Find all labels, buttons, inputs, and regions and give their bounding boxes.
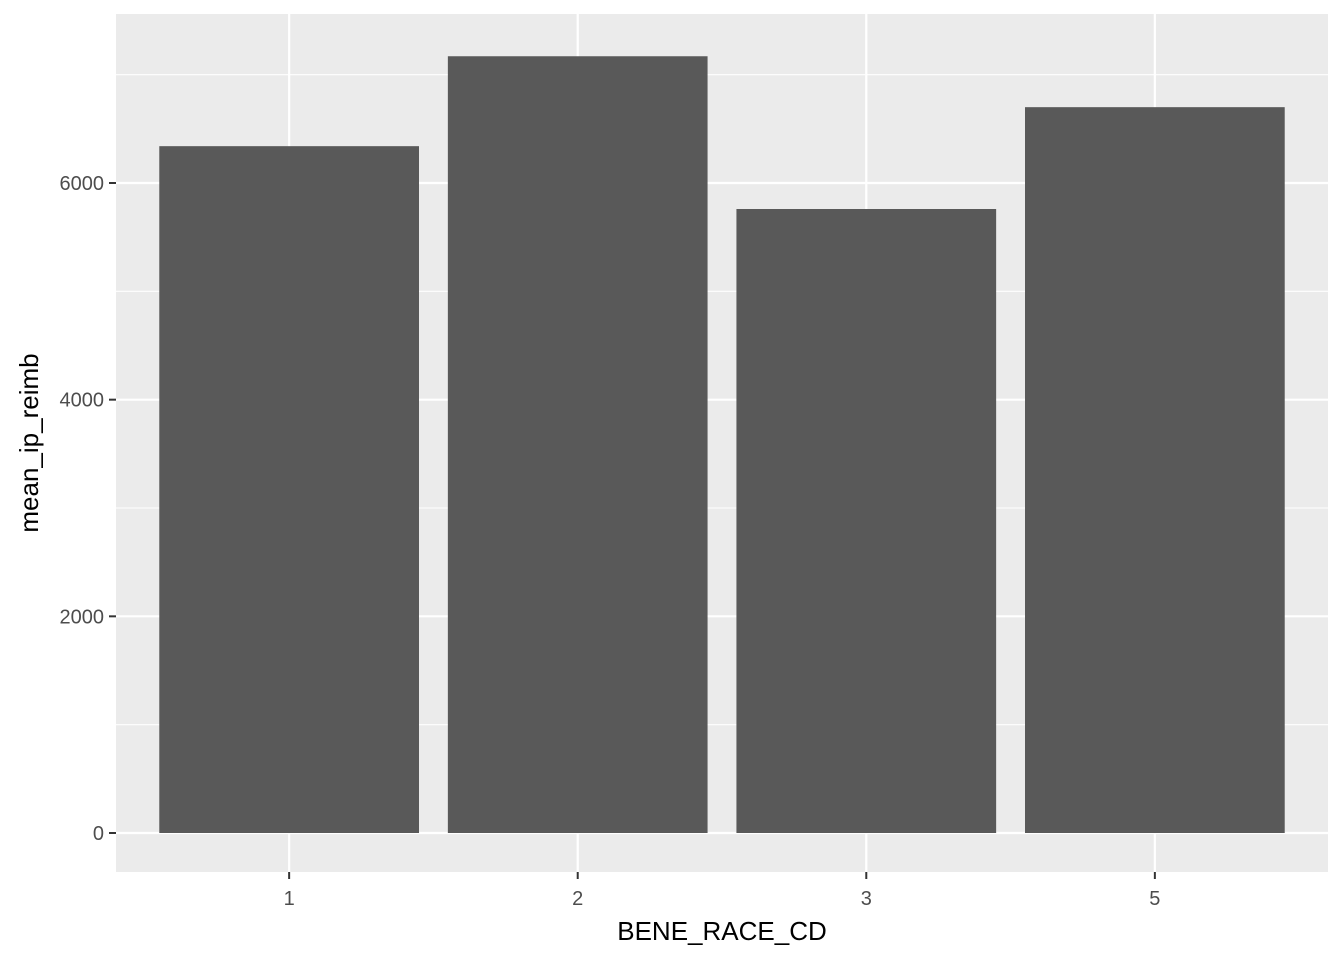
x-tick-label: 3: [861, 888, 872, 910]
y-tick-label: 2000: [60, 606, 105, 628]
y-tick-label: 4000: [60, 390, 105, 412]
y-axis-title: mean_ip_reimb: [14, 353, 44, 532]
y-axis: 0 2000 4000 6000: [60, 173, 116, 845]
x-axis-title: BENE_RACE_CD: [617, 916, 827, 946]
bar-1: [159, 146, 420, 833]
x-tick-label: 1: [284, 888, 295, 910]
x-axis: 1 2 3 5: [284, 872, 1160, 910]
bar-3: [736, 209, 997, 833]
bar-5: [1025, 107, 1285, 833]
x-tick-label: 2: [572, 888, 583, 910]
bar-2: [447, 56, 708, 833]
x-tick-label: 5: [1149, 888, 1160, 910]
y-tick-label: 6000: [60, 173, 105, 195]
bars: [159, 56, 1285, 833]
y-tick-label: 0: [93, 823, 104, 845]
